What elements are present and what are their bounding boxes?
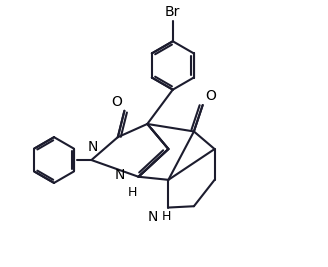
Text: H: H bbox=[128, 186, 137, 199]
Text: Br: Br bbox=[165, 5, 180, 19]
Text: H: H bbox=[162, 210, 172, 223]
Text: N: N bbox=[115, 168, 125, 182]
Text: N: N bbox=[88, 140, 98, 154]
Text: O: O bbox=[111, 95, 122, 109]
Text: O: O bbox=[205, 89, 216, 103]
Text: N: N bbox=[147, 210, 158, 224]
